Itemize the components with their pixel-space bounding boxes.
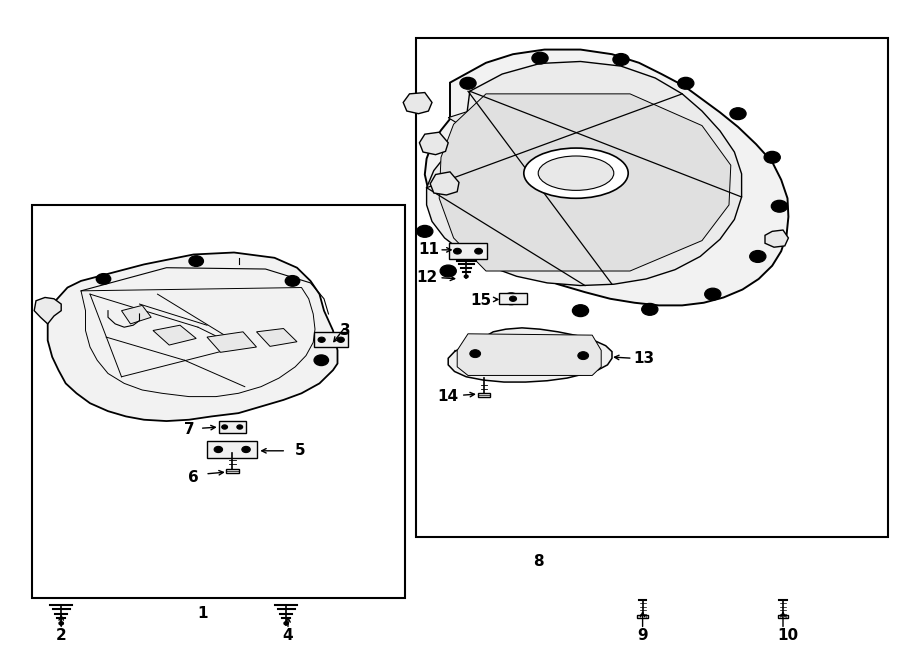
Circle shape: [771, 200, 788, 212]
Text: 2: 2: [56, 629, 67, 643]
Polygon shape: [457, 334, 601, 375]
Polygon shape: [448, 95, 711, 241]
Bar: [778, 615, 788, 618]
Polygon shape: [256, 329, 297, 346]
Circle shape: [454, 249, 462, 254]
Circle shape: [572, 305, 589, 317]
Polygon shape: [765, 230, 788, 247]
Bar: [478, 393, 491, 397]
Circle shape: [96, 274, 111, 284]
Circle shape: [314, 355, 328, 366]
Polygon shape: [122, 305, 151, 324]
Circle shape: [730, 108, 746, 120]
Text: 14: 14: [437, 389, 459, 404]
Circle shape: [470, 350, 481, 358]
Polygon shape: [427, 61, 742, 286]
Polygon shape: [430, 172, 459, 195]
Polygon shape: [419, 132, 448, 155]
Text: 12: 12: [416, 270, 437, 285]
Circle shape: [59, 622, 63, 625]
Text: 1: 1: [197, 606, 208, 621]
Circle shape: [613, 54, 629, 65]
Circle shape: [338, 337, 345, 342]
Polygon shape: [425, 50, 788, 305]
Circle shape: [464, 275, 468, 278]
Bar: [637, 615, 648, 618]
Text: 9: 9: [637, 629, 648, 643]
Circle shape: [189, 256, 203, 266]
Circle shape: [750, 251, 766, 262]
Circle shape: [214, 446, 222, 453]
Text: 3: 3: [340, 323, 351, 338]
Circle shape: [474, 249, 482, 254]
Circle shape: [578, 352, 589, 360]
Circle shape: [509, 296, 517, 301]
Circle shape: [417, 225, 433, 237]
Text: 15: 15: [470, 293, 491, 308]
Bar: [449, 243, 487, 259]
Text: 13: 13: [633, 351, 654, 366]
Circle shape: [532, 52, 548, 64]
Text: 5: 5: [295, 444, 306, 458]
Polygon shape: [153, 325, 196, 345]
Polygon shape: [34, 297, 61, 324]
Bar: [32, 205, 405, 598]
Bar: [207, 441, 257, 458]
Ellipse shape: [524, 148, 628, 198]
Polygon shape: [207, 332, 256, 352]
Circle shape: [642, 303, 658, 315]
Circle shape: [678, 77, 694, 89]
Bar: [219, 421, 246, 433]
Polygon shape: [448, 328, 612, 382]
Polygon shape: [439, 94, 731, 271]
Text: 6: 6: [188, 470, 199, 485]
Bar: [416, 38, 888, 537]
Text: 8: 8: [533, 555, 544, 569]
Circle shape: [221, 425, 228, 429]
Circle shape: [503, 293, 519, 305]
Polygon shape: [403, 93, 432, 114]
Text: 11: 11: [418, 243, 439, 257]
Circle shape: [764, 151, 780, 163]
Bar: [314, 332, 348, 347]
Bar: [226, 469, 239, 473]
Circle shape: [705, 288, 721, 300]
Circle shape: [440, 265, 456, 277]
Circle shape: [285, 276, 300, 286]
Polygon shape: [48, 253, 338, 421]
Circle shape: [237, 425, 243, 429]
Circle shape: [460, 77, 476, 89]
Text: 4: 4: [283, 629, 293, 643]
Circle shape: [284, 622, 288, 625]
Text: 7: 7: [184, 422, 194, 437]
Text: 10: 10: [777, 629, 798, 643]
Circle shape: [242, 446, 250, 453]
Ellipse shape: [538, 156, 614, 190]
Circle shape: [318, 337, 325, 342]
Bar: [500, 293, 526, 304]
